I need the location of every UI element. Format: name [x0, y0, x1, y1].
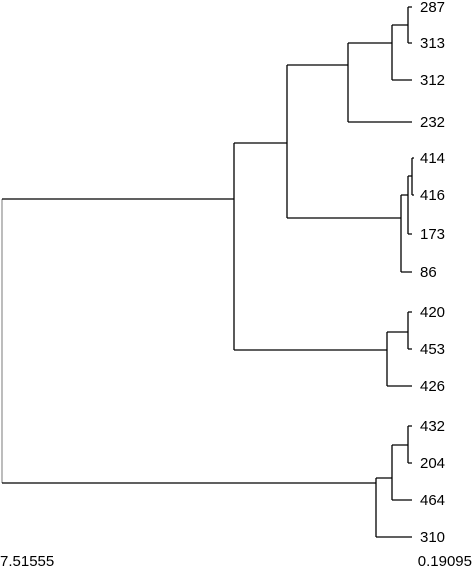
leaf-label: 86 [420, 264, 437, 281]
leaf-label: 313 [420, 35, 445, 52]
branch-node-d [391, 24, 412, 81]
branch-node-p [375, 477, 412, 538]
branch-node-e [407, 6, 412, 44]
branch-node-m [407, 311, 412, 350]
branch-node-f [400, 194, 412, 273]
leaf-label: 420 [420, 304, 445, 321]
leaf-label: 310 [420, 529, 445, 546]
branch-node-q [391, 444, 412, 501]
leaf-label: 432 [420, 418, 445, 435]
branch-node-g [407, 175, 412, 235]
branch-node-c [347, 42, 412, 123]
branch-node-b [286, 64, 401, 219]
leaf-label: 287 [420, 0, 445, 16]
leaf-label: 416 [420, 187, 445, 204]
branch-node-r [407, 425, 412, 464]
leaf-label: 414 [420, 150, 445, 167]
leaf-label: 232 [420, 114, 445, 131]
leaf-label: 173 [420, 226, 445, 243]
scale-label-right: 0.19095 [418, 553, 472, 569]
branch-node-l [386, 331, 412, 387]
branch-node-h [411, 157, 414, 196]
leaf-label: 453 [420, 341, 445, 358]
leaf-label: 464 [420, 492, 445, 509]
branch-node-a [233, 142, 387, 351]
leaf-label: 312 [420, 72, 445, 89]
leaf-label: 204 [420, 455, 445, 472]
leaf-label: 426 [420, 378, 445, 395]
scale-label-left: 7.51555 [0, 553, 54, 569]
